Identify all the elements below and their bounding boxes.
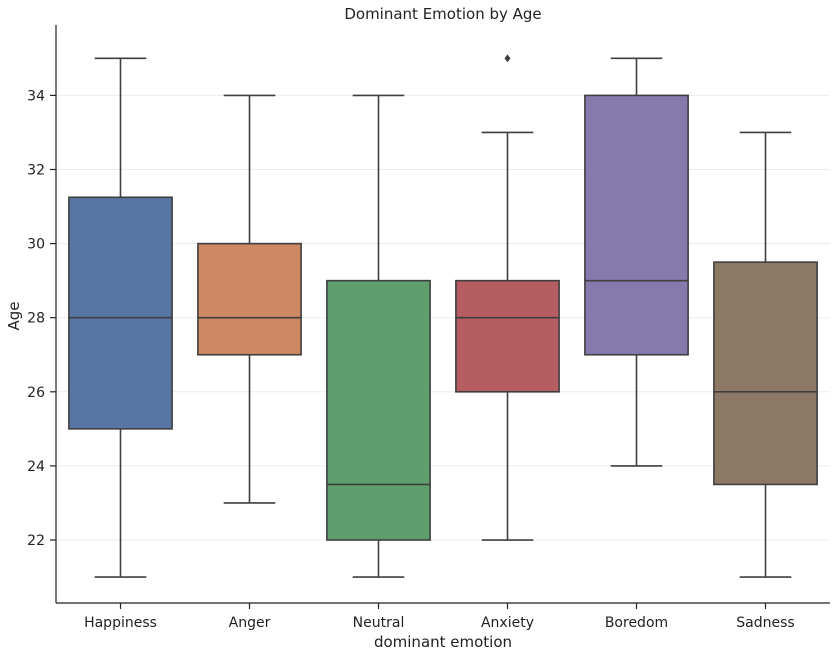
y-tick-label-32: 32 — [27, 163, 45, 179]
iqr-box-sadness — [713, 261, 818, 486]
x-tick-label-anger: Anger — [229, 615, 271, 631]
box-sadness — [713, 131, 818, 578]
y-tick-label-30: 30 — [27, 237, 45, 253]
iqr-box-neutral — [326, 279, 431, 541]
iqr-box-boredom — [584, 94, 689, 356]
chart-title: Dominant Emotion by Age — [344, 5, 541, 23]
y-tick-label-34: 34 — [27, 88, 45, 104]
axes: 22 24 26 28 30 32 34 Happiness Anger Neutral Anxie… — [27, 25, 830, 631]
x-tick-label-boredom: Boredom — [605, 615, 668, 631]
box-boredom — [584, 57, 689, 467]
x-tick-label-neutral: Neutral — [353, 615, 405, 631]
x-tick-label-sadness: Sadness — [736, 615, 794, 631]
box-anxiety — [455, 54, 560, 541]
y-tick-label-28: 28 — [27, 311, 45, 327]
y-tick-label-26: 26 — [27, 385, 45, 401]
box-neutral — [326, 94, 431, 578]
box-happiness — [68, 57, 173, 578]
iqr-box-happiness — [68, 196, 173, 430]
iqr-box-anxiety — [455, 279, 560, 393]
x-tick-label-happiness: Happiness — [84, 615, 157, 631]
x-axis-label: dominant emotion — [374, 633, 512, 651]
box-series — [68, 54, 818, 578]
outlier-anxiety-0 — [504, 54, 511, 63]
y-tick-label-24: 24 — [27, 459, 45, 475]
grid-lines — [56, 94, 830, 541]
box-anger — [197, 94, 302, 504]
x-tick-label-anxiety: Anxiety — [481, 615, 534, 631]
y-axis-label: Age — [5, 301, 23, 330]
y-tick-label-22: 22 — [27, 533, 45, 549]
iqr-box-anger — [197, 242, 302, 356]
